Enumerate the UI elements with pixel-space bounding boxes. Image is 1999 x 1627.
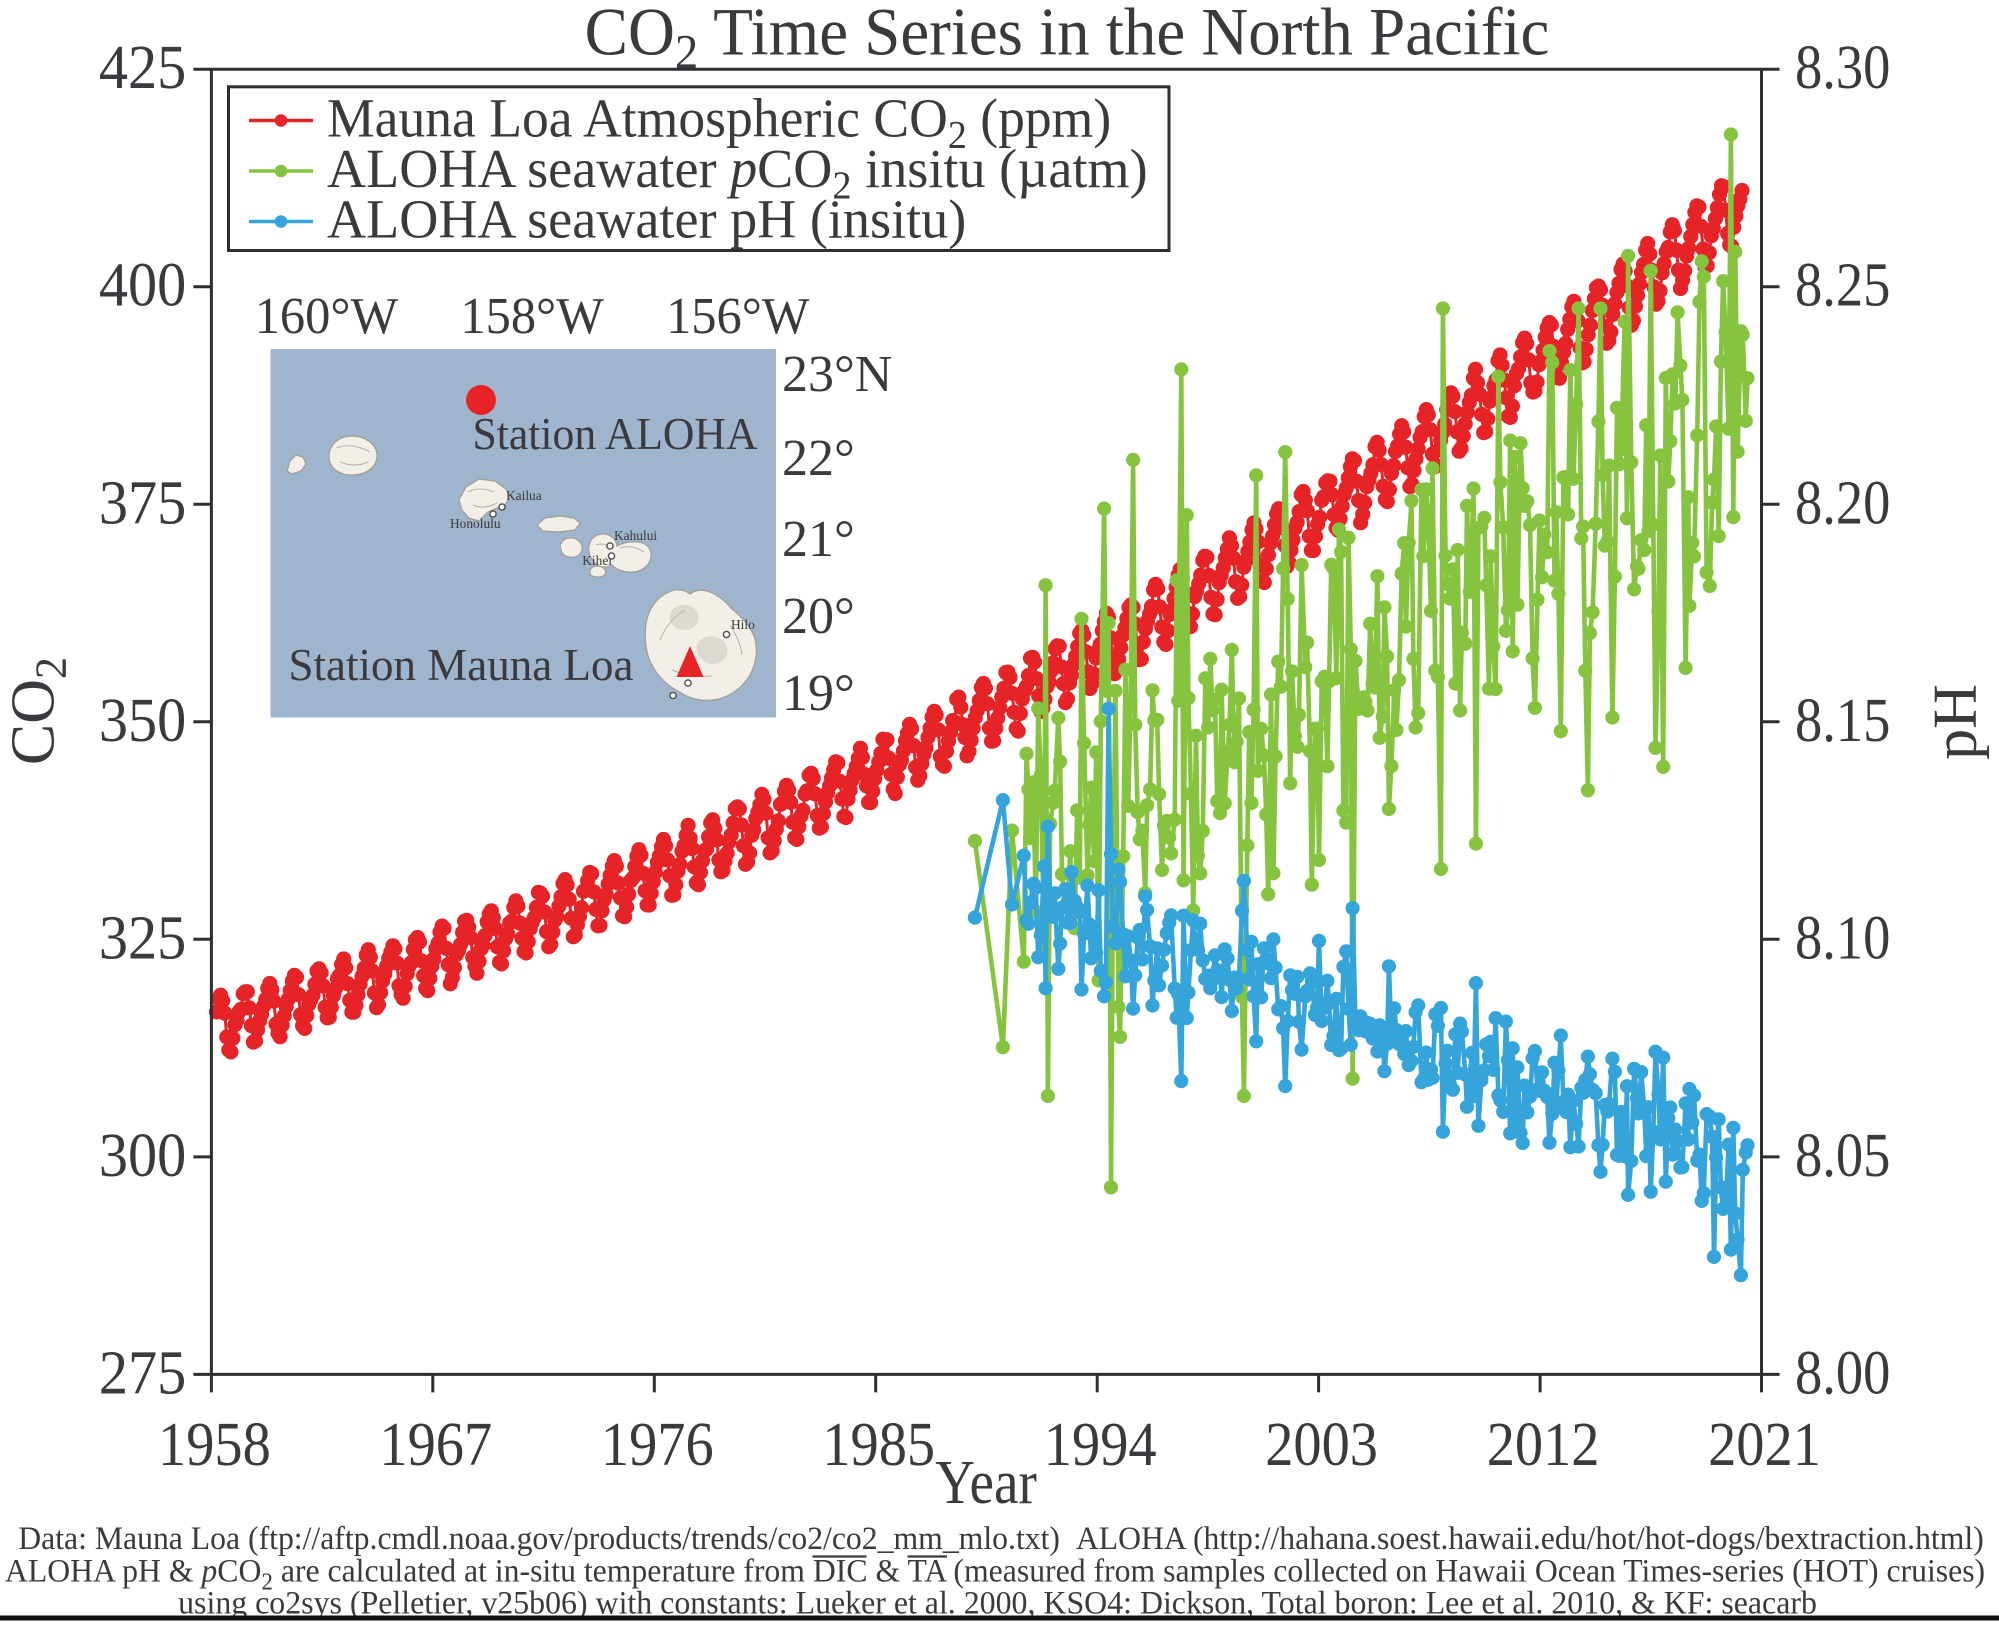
svg-text:325: 325: [99, 904, 186, 973]
svg-text:Honolulu: Honolulu: [450, 516, 501, 531]
svg-text:20°: 20°: [782, 588, 855, 645]
svg-text:1958: 1958: [158, 1410, 271, 1479]
svg-text:23°N: 23°N: [782, 346, 892, 403]
svg-text:425: 425: [99, 34, 186, 103]
svg-text:Mauna Loa Atmospheric CO2 (ppm: Mauna Loa Atmospheric CO2 (ppm): [327, 88, 1111, 157]
svg-text:CO2 Time Series in the North P: CO2 Time Series in the North Pacific: [585, 0, 1550, 79]
svg-text:400: 400: [99, 251, 186, 320]
svg-text:ALOHA seawater pCO2 insitu (µa: ALOHA seawater pCO2 insitu (µatm): [327, 138, 1148, 207]
svg-text:21°: 21°: [782, 511, 855, 568]
svg-text:Hilo: Hilo: [731, 617, 755, 632]
svg-text:1994: 1994: [1044, 1410, 1157, 1479]
svg-text:ALOHA pH & pCO2 are calculated: ALOHA pH & pCO2 are calculated at in-sit…: [5, 1553, 1985, 1596]
svg-text:375: 375: [99, 469, 186, 538]
svg-text:Year: Year: [935, 1448, 1037, 1517]
svg-text:2003: 2003: [1265, 1410, 1378, 1479]
svg-text:pH: pH: [1922, 684, 1990, 760]
svg-text:19°: 19°: [782, 665, 855, 722]
svg-text:Data: Mauna Loa (ftp://aftp.cm: Data: Mauna Loa (ftp://aftp.cmdl.noaa.go…: [18, 1519, 1984, 1556]
svg-text:ALOHA seawater pH (insitu): ALOHA seawater pH (insitu): [327, 188, 966, 249]
svg-text:156°W: 156°W: [666, 287, 810, 345]
svg-text:158°W: 158°W: [460, 287, 604, 345]
svg-text:275: 275: [99, 1339, 186, 1408]
svg-text:300: 300: [99, 1121, 186, 1190]
svg-text:8.05: 8.05: [1795, 1121, 1890, 1190]
svg-text:160°W: 160°W: [255, 287, 399, 345]
svg-text:2021: 2021: [1708, 1410, 1821, 1479]
svg-text:Station Mauna Loa: Station Mauna Loa: [289, 640, 634, 690]
svg-text:8.15: 8.15: [1795, 686, 1890, 755]
svg-text:22°: 22°: [782, 430, 855, 487]
svg-text:1976: 1976: [601, 1410, 714, 1479]
svg-text:Kihei: Kihei: [582, 553, 612, 568]
svg-text:Kailua: Kailua: [506, 488, 542, 503]
svg-text:Kahului: Kahului: [614, 528, 657, 543]
svg-text:350: 350: [99, 686, 186, 755]
svg-text:8.25: 8.25: [1795, 250, 1890, 319]
svg-text:2012: 2012: [1487, 1410, 1600, 1479]
svg-text:1967: 1967: [379, 1410, 492, 1479]
svg-text:8.30: 8.30: [1795, 33, 1890, 102]
svg-text:8.10: 8.10: [1795, 903, 1890, 972]
svg-text:1985: 1985: [822, 1410, 935, 1479]
svg-text:8.20: 8.20: [1795, 468, 1890, 537]
svg-text:8.00: 8.00: [1795, 1338, 1890, 1407]
svg-text:Station ALOHA: Station ALOHA: [473, 408, 758, 459]
